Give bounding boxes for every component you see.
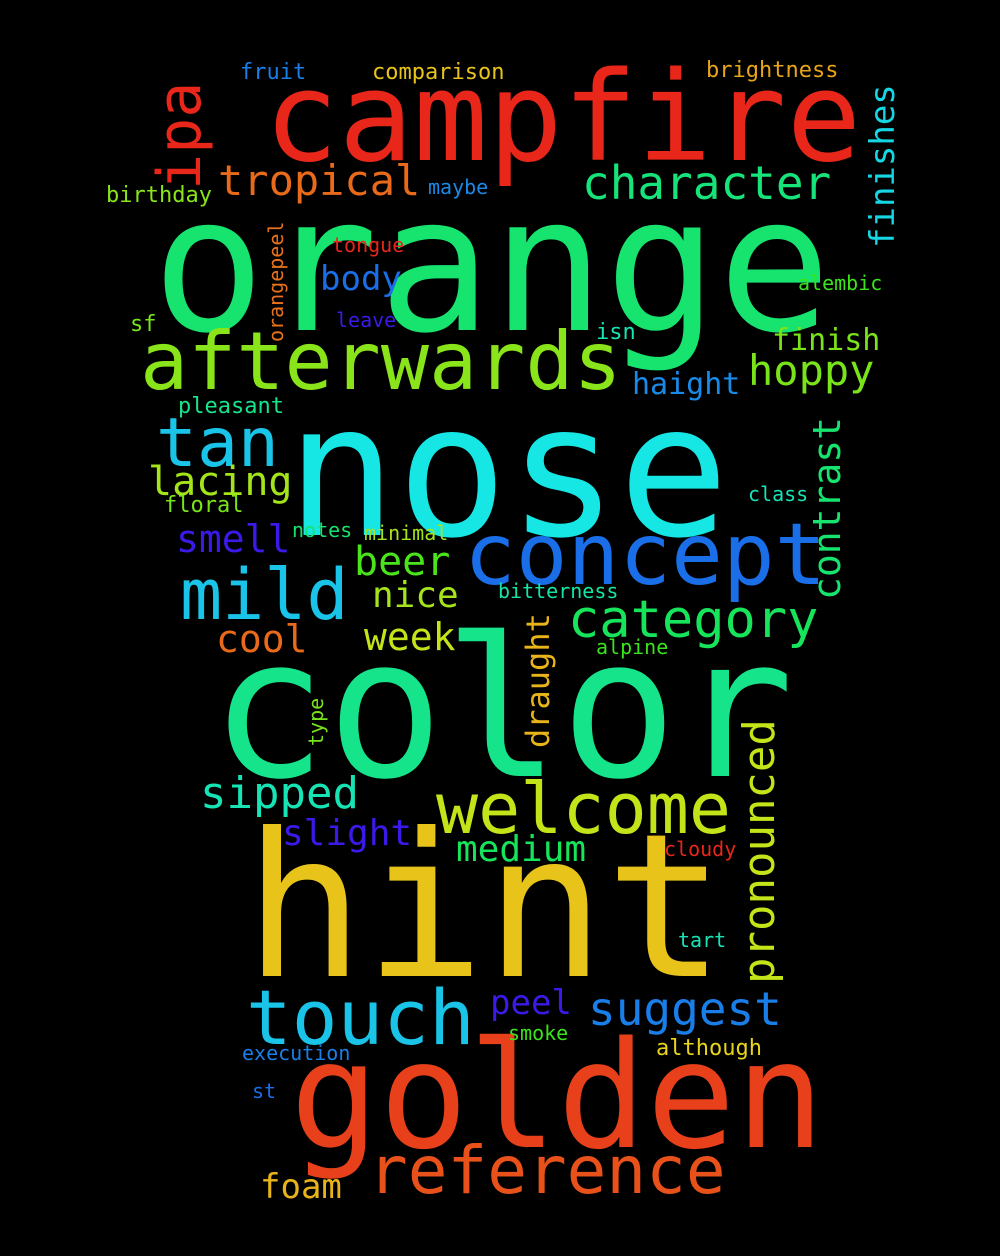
word-touch: touch: [246, 973, 475, 1062]
word-cloudy: cloudy: [664, 837, 737, 861]
word-finish: finish: [772, 323, 881, 358]
word-fruit: fruit: [240, 60, 307, 85]
word-brightness: brightness: [706, 58, 839, 83]
word-tart: tart: [678, 928, 727, 952]
word-orange: orange: [152, 156, 832, 375]
word-orangepeel: orangepeel: [264, 221, 288, 342]
word-nose: nose: [286, 365, 730, 579]
word-class: class: [748, 482, 809, 506]
word-finishes: finishes: [863, 84, 903, 248]
word-bitterness: bitterness: [498, 579, 619, 603]
word-comparison: comparison: [372, 60, 505, 85]
word-sf: sf: [130, 312, 157, 337]
word-alembic: alembic: [798, 271, 883, 295]
word-floral: floral: [164, 493, 244, 518]
word-character: character: [582, 156, 832, 210]
word-golden: golden: [290, 1010, 825, 1182]
word-hint: hint: [244, 791, 726, 1024]
word-body: body: [320, 259, 402, 299]
word-slight: slight: [282, 813, 413, 854]
word-tan: tan: [156, 404, 279, 483]
word-pronounced: pronounced: [734, 719, 785, 984]
word-tropical: tropical: [218, 156, 421, 205]
word-medium: medium: [456, 829, 587, 870]
word-cool: cool: [216, 617, 308, 661]
word-hoppy: hoppy: [748, 346, 875, 395]
word-birthday: birthday: [106, 183, 212, 208]
word-peel: peel: [490, 983, 572, 1023]
word-color: color: [210, 596, 794, 822]
word-smell: smell: [176, 517, 291, 561]
word-category: category: [568, 590, 819, 650]
word-isn: isn: [596, 320, 636, 345]
word-reference: reference: [368, 1132, 726, 1209]
word-execution: execution: [242, 1041, 351, 1065]
word-tongue: tongue: [332, 233, 405, 257]
word-welcome: welcome: [436, 768, 732, 850]
word-draught: draught: [519, 613, 557, 748]
word-smoke: smoke: [508, 1021, 569, 1045]
word-maybe: maybe: [428, 175, 489, 199]
word-ipa: ipa: [145, 81, 215, 190]
word-notes: notes: [292, 518, 353, 542]
word-leave: leave: [336, 308, 397, 332]
word-alpine: alpine: [596, 635, 669, 659]
word-type: type: [304, 697, 328, 746]
word-suggest: suggest: [588, 982, 782, 1036]
word-campfire: campfire: [264, 46, 862, 190]
word-contrast: contrast: [805, 416, 849, 600]
word-sipped: sipped: [200, 768, 359, 819]
word-st: st: [252, 1079, 277, 1103]
word-week: week: [364, 615, 456, 659]
word-pleasant: pleasant: [178, 394, 284, 419]
word-nice: nice: [372, 575, 459, 616]
word-although: although: [656, 1036, 762, 1061]
word-foam: foam: [260, 1167, 342, 1207]
word-minimal: minimal: [364, 521, 449, 545]
word-haight: haight: [632, 367, 741, 402]
word-concept: concept: [464, 505, 827, 605]
word-beer: beer: [354, 539, 451, 585]
word-afterwards: afterwards: [140, 315, 622, 408]
word-lacing: lacing: [148, 459, 293, 505]
word-mild: mild: [180, 554, 349, 636]
